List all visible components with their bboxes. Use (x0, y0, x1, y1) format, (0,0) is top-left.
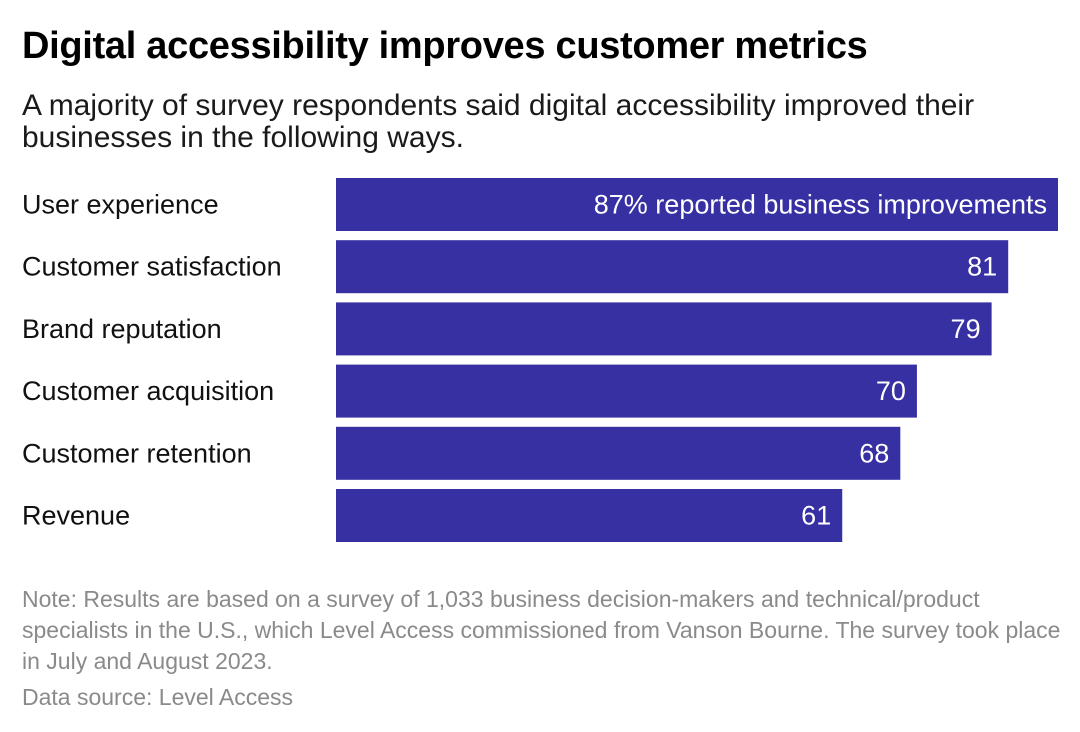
value-label-customer-satisfaction: 81 (967, 252, 997, 282)
category-label-revenue: Revenue (22, 501, 130, 531)
chart-subtitle: A majority of survey respondents said di… (22, 89, 975, 154)
value-label-customer-retention: 68 (859, 438, 889, 468)
category-label-customer-satisfaction: Customer satisfaction (22, 252, 282, 282)
bar-revenue (336, 489, 843, 542)
bar-brand-reputation (336, 302, 992, 356)
bar-chart: User experience 87% reported business imp… (22, 178, 1058, 542)
category-label-customer-acquisition: Customer acquisition (22, 376, 274, 406)
chart-title: Digital accessibility improves customer … (22, 25, 868, 67)
bar-user-experience (336, 178, 1058, 231)
category-label-user-experience: User experience (22, 190, 219, 220)
bar-customer-satisfaction (336, 240, 1009, 294)
value-label-revenue: 61 (801, 501, 831, 531)
bar-customer-acquisition (336, 364, 917, 418)
category-label-customer-retention: Customer retention (22, 438, 252, 468)
chart-note: Note: Results are based on a survey of 1… (22, 586, 1061, 674)
data-source: Data source: Level Access (22, 684, 294, 710)
category-label-brand-reputation: Brand reputation (22, 314, 222, 344)
value-label-customer-acquisition: 70 (876, 376, 906, 406)
bar-customer-retention (336, 426, 901, 480)
value-label-brand-reputation: 79 (951, 314, 981, 344)
value-label-user-experience: 87% reported business improvements (594, 190, 1047, 220)
